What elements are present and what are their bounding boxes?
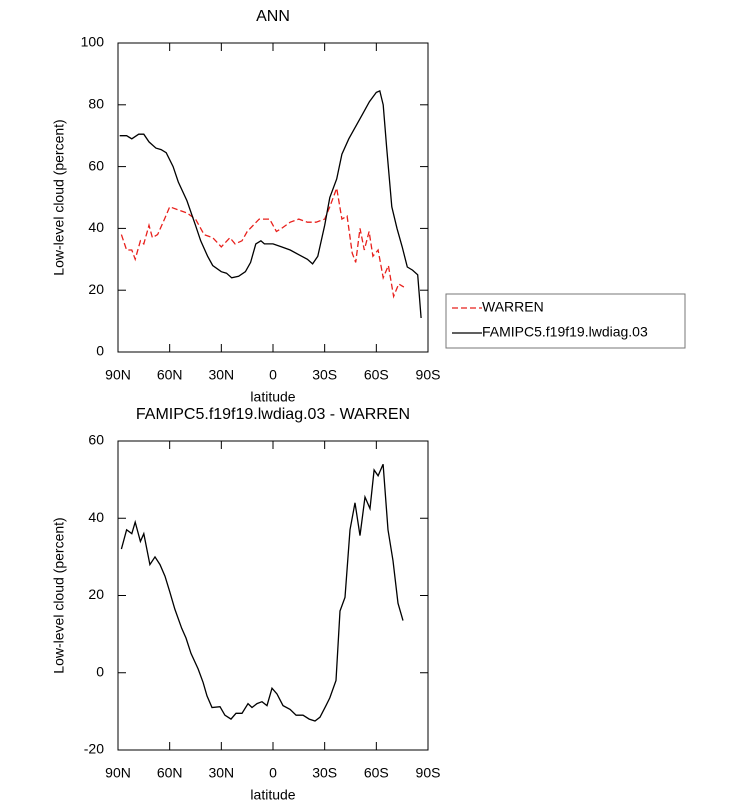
x-tick-label: 0 [269, 765, 277, 781]
y-tick-label: 60 [88, 157, 104, 173]
y-axis-title: Low-level cloud (percent) [51, 119, 67, 275]
legend-frame [445, 293, 686, 349]
plot-frame [117, 42, 429, 353]
y-tick-label: 0 [96, 663, 104, 679]
x-axis-title: latitude [250, 389, 295, 405]
plot-frame [117, 440, 429, 751]
x-tick-label: 0 [269, 367, 277, 383]
x-tick-label: 30S [312, 765, 337, 781]
y-tick-label: 80 [88, 96, 104, 112]
y-tick-label: 100 [81, 34, 105, 50]
y-tick-label: 0 [96, 343, 104, 359]
x-tick-label: 30S [312, 367, 337, 383]
x-tick-label: 90N [105, 367, 131, 383]
y-axis-title: Low-level cloud (percent) [51, 517, 67, 673]
y-tick-label: 40 [88, 509, 104, 525]
data-line [119, 90, 422, 319]
legend-label: FAMIPC5.f19f19.lwdiag.03 [482, 324, 648, 340]
x-axis-title: latitude [250, 787, 295, 803]
y-tick-label: -20 [84, 741, 104, 757]
y-tick-label: 20 [88, 281, 104, 297]
y-tick-label: 60 [88, 432, 104, 448]
chart-title: ANN [256, 8, 290, 25]
x-tick-label: 90N [105, 765, 131, 781]
x-tick-label: 90S [416, 765, 441, 781]
x-tick-label: 60S [364, 367, 389, 383]
x-tick-label: 60N [157, 765, 183, 781]
chart-title: FAMIPC5.f19f19.lwdiag.03 - WARREN [136, 406, 410, 423]
x-tick-label: 60S [364, 765, 389, 781]
legend-label: WARREN [482, 299, 544, 315]
x-tick-label: 30N [208, 367, 234, 383]
y-tick-label: 40 [88, 219, 104, 235]
x-tick-label: 30N [208, 765, 234, 781]
x-tick-label: 60N [157, 367, 183, 383]
data-line [120, 463, 404, 722]
x-tick-label: 90S [416, 367, 441, 383]
y-tick-label: 20 [88, 586, 104, 602]
data-line [120, 185, 405, 299]
